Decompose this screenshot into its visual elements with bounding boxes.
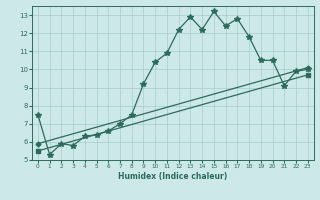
X-axis label: Humidex (Indice chaleur): Humidex (Indice chaleur) [118, 172, 228, 181]
